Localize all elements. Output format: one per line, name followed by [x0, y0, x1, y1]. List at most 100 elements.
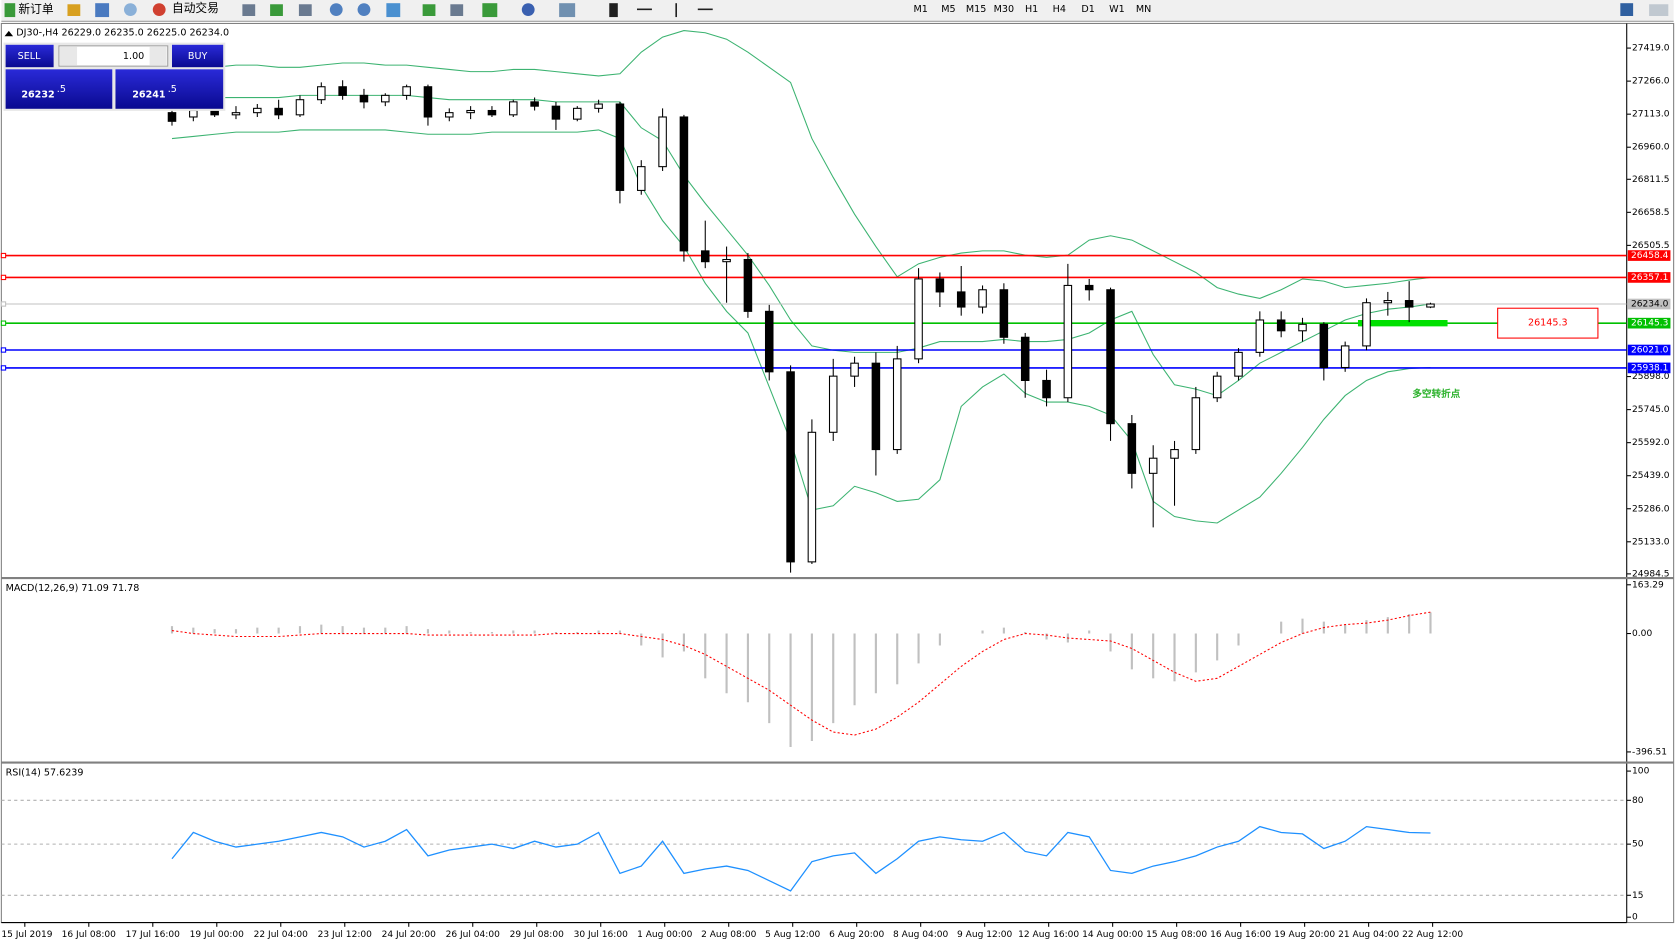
y-tick-label: 80 — [1632, 796, 1644, 806]
candle-body — [381, 94, 390, 103]
candle-body — [658, 116, 667, 168]
x-tick-label: 26 Jul 04:00 — [446, 930, 500, 940]
chat-icon[interactable] — [1649, 4, 1669, 16]
x-tick-label: 22 Jul 04:00 — [254, 930, 308, 940]
candle-body — [892, 358, 902, 451]
tool-icon[interactable] — [482, 3, 498, 18]
tool-icon[interactable] — [422, 4, 436, 16]
axes: 27419.0 27266.0 27113.0 26960.0 26811.5 26658… — [0, 44, 1671, 940]
trade-panel: SELL 1.00 BUY 26232 .5 26241 .5 — [3, 42, 226, 111]
candle-body — [189, 109, 198, 118]
tool-icon[interactable] — [521, 3, 535, 16]
tool-icon[interactable] — [124, 3, 137, 16]
timeframe[interactable]: M5 — [941, 4, 955, 15]
price-label-bg — [1627, 272, 1671, 283]
toolbar — [1, 0, 1674, 22]
y-tick-label: 26960.0 — [1632, 143, 1670, 153]
candle-body — [743, 258, 753, 312]
candle-body — [700, 250, 710, 263]
tool-icon[interactable] — [386, 3, 401, 18]
candle-body — [466, 109, 475, 114]
x-tick-label: 19 Jul 00:00 — [190, 930, 244, 940]
price-label: 26145.3 — [1631, 319, 1669, 329]
bid-box[interactable] — [5, 69, 113, 109]
timeframe[interactable]: D1 — [1081, 4, 1094, 15]
candle-body — [317, 86, 326, 101]
bid-pips[interactable]: .5 — [57, 84, 66, 95]
candle-body — [338, 86, 347, 96]
tool-icon[interactable] — [95, 3, 110, 18]
lot-down[interactable] — [60, 46, 78, 66]
tool-icon[interactable] — [559, 3, 576, 18]
timeframe[interactable]: M1 — [914, 4, 928, 15]
tool-icon[interactable] — [329, 3, 343, 16]
timeframe[interactable]: M30 — [994, 4, 1014, 15]
timeframe[interactable]: M15 — [966, 4, 986, 15]
x-tick-label: 12 Aug 16:00 — [1018, 930, 1079, 940]
candle-body — [1319, 323, 1329, 369]
auto-trading-icon[interactable] — [152, 3, 166, 16]
timeframe[interactable]: W1 — [1109, 4, 1125, 15]
macd-panel — [170, 611, 1432, 747]
sell-button[interactable] — [5, 44, 54, 68]
tool-icon[interactable] — [357, 3, 371, 16]
candle-body — [1106, 289, 1115, 425]
ask-price[interactable]: 26241 — [132, 89, 165, 100]
price-label: 25938.1 — [1631, 363, 1668, 373]
candle-body — [1063, 284, 1073, 399]
y-tick-label: 25286.0 — [1632, 504, 1670, 514]
tool-icon[interactable] — [450, 4, 464, 16]
price-line-handle — [0, 347, 7, 353]
timeframe[interactable]: MN — [1136, 4, 1151, 15]
tool-icon[interactable] — [67, 4, 81, 16]
sell-label[interactable]: SELL — [18, 51, 41, 62]
buy-label[interactable]: BUY — [188, 51, 208, 62]
candle-body — [1426, 303, 1435, 308]
auto-trading[interactable]: 自动交易 — [172, 1, 219, 15]
macd-title: MACD(12,26,9) 71.09 71.78 — [6, 583, 140, 594]
tool-icon[interactable] — [242, 4, 256, 16]
vline-icon[interactable] — [675, 3, 677, 18]
rsi-title: RSI(14) 57.6239 — [6, 768, 84, 779]
ask-pips[interactable]: .5 — [168, 84, 177, 95]
candle-body — [978, 289, 987, 308]
x-tick-label: 16 Aug 16:00 — [1210, 930, 1271, 940]
chart-title: DJ30-,H4 26229.0 26235.0 26225.0 26234.0 — [16, 28, 229, 39]
tool-icon[interactable] — [298, 4, 312, 16]
candle-body — [167, 112, 177, 122]
crosshair-icon[interactable] — [636, 8, 652, 11]
candle-body — [764, 310, 774, 373]
hline-icon[interactable] — [697, 8, 713, 11]
timeframe[interactable]: H1 — [1025, 4, 1038, 15]
lot-value[interactable]: 1.00 — [123, 51, 144, 62]
ask-box[interactable] — [115, 69, 224, 109]
timeframe[interactable]: H4 — [1053, 4, 1066, 15]
candle-body — [807, 431, 817, 563]
y-tick-label: 50 — [1632, 840, 1644, 850]
y-tick-label: 0.00 — [1632, 629, 1652, 639]
price-label-bg — [1627, 362, 1671, 374]
lot-up[interactable] — [149, 46, 167, 66]
new-order-icon[interactable] — [4, 3, 16, 18]
x-tick-label: 9 Aug 12:00 — [957, 930, 1012, 940]
bid-price[interactable]: 26232 — [21, 89, 54, 100]
search-icon[interactable] — [1620, 3, 1634, 16]
y-tick-label: 15 — [1632, 891, 1644, 901]
new-order[interactable]: 新订单 — [18, 2, 53, 16]
buy-button[interactable] — [171, 44, 224, 68]
tool-icon[interactable] — [270, 4, 283, 16]
candle-body — [1042, 379, 1051, 399]
candle-body — [1234, 351, 1243, 377]
candle-body — [1170, 449, 1179, 459]
y-tick-label: 27419.0 — [1632, 44, 1670, 54]
cursor-icon[interactable] — [609, 3, 618, 18]
y-tick-label: 25133.0 — [1632, 537, 1670, 547]
y-tick-label: 26505.5 — [1632, 241, 1669, 251]
candle-body — [359, 94, 369, 103]
candle-body — [722, 258, 731, 263]
price-line-handle — [0, 252, 7, 259]
candle-body — [1276, 319, 1286, 332]
candle-body — [509, 101, 518, 116]
candle-body — [850, 362, 859, 377]
lot-input[interactable] — [58, 45, 169, 67]
